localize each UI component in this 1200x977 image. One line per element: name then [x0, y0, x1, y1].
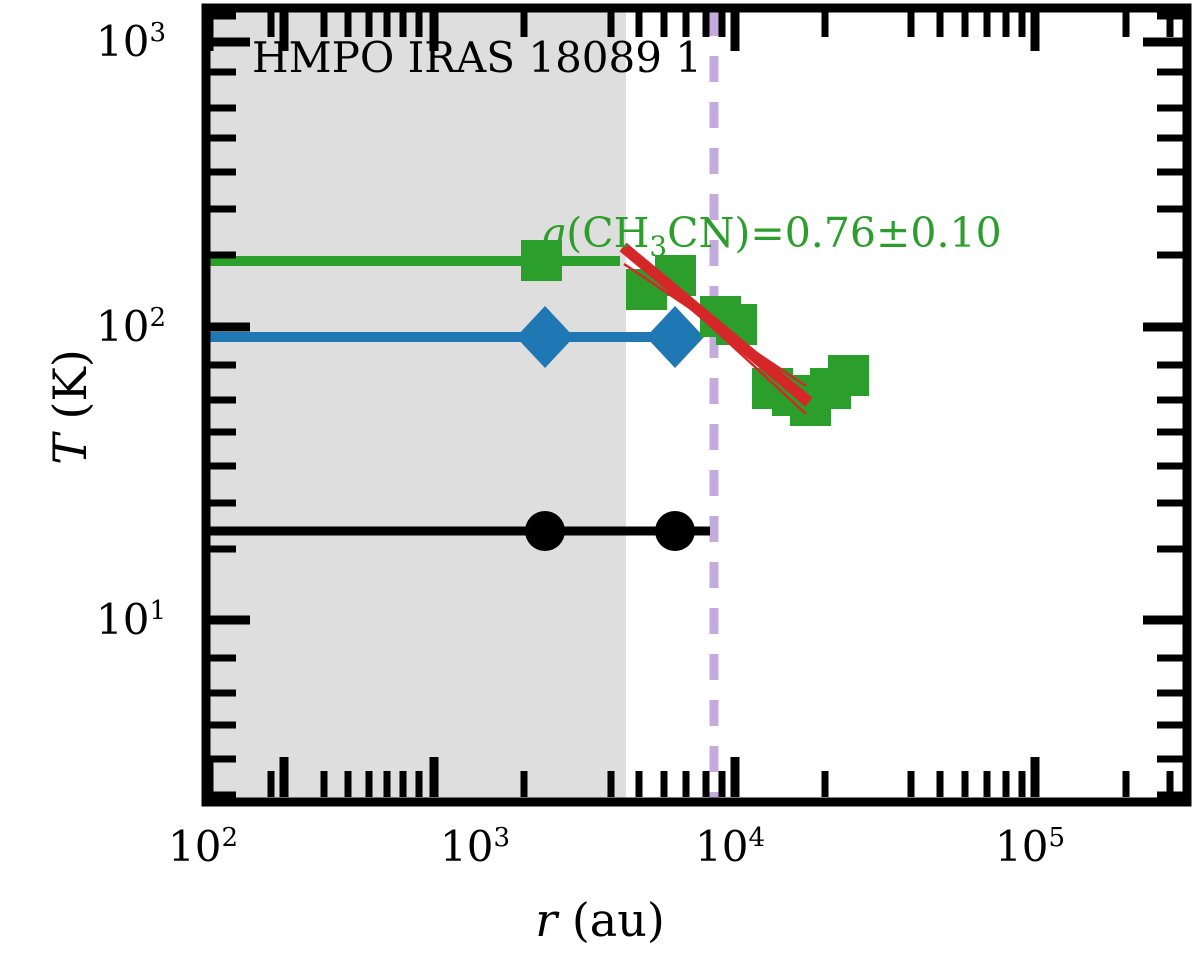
- y-axis-ticks-right: [1143, 12, 1183, 799]
- y-axis-label: T (K): [43, 277, 97, 537]
- green-series-marker: [828, 355, 869, 396]
- x-axis-ticks-top: [204, 11, 1174, 51]
- x-tick-label-1000: 103: [440, 822, 510, 871]
- y-tick-label-10: 101: [96, 595, 166, 644]
- fit-annotation-open: (CH: [566, 209, 650, 257]
- y-axis-ticks: [210, 12, 250, 799]
- y-tick-exponent: 2: [149, 303, 167, 333]
- x-tick-label-100000: 105: [995, 822, 1065, 871]
- x-axis-label: r (au): [0, 893, 1200, 947]
- x-tick-exponent: 2: [221, 823, 239, 853]
- y-axis-label-var: T: [43, 434, 97, 465]
- y-tick-mantissa: 10: [96, 595, 150, 644]
- fit-annotation: q(CH3CN)=0.76±0.10: [540, 209, 1002, 261]
- powerlaw-fit-line: [619, 242, 813, 407]
- y-tick-label-100: 102: [96, 302, 166, 351]
- x-tick-mantissa: 10: [995, 822, 1049, 871]
- y-tick-label-1000: 103: [96, 17, 166, 66]
- plot-title: HMPO IRAS 18089 1: [252, 33, 703, 82]
- y-tick-mantissa: 10: [96, 17, 150, 66]
- x-axis-ticks: [204, 757, 1174, 797]
- blue-series-marker: [646, 306, 704, 368]
- y-tick-exponent: 1: [149, 596, 167, 626]
- fit-annotation-var: q: [540, 209, 567, 257]
- x-tick-exponent: 3: [493, 823, 511, 853]
- green-series-marker: [521, 240, 562, 281]
- y-tick-exponent: 3: [149, 18, 167, 48]
- x-tick-mantissa: 10: [695, 822, 749, 871]
- black-series-marker: [655, 511, 695, 551]
- x-tick-mantissa: 10: [440, 822, 494, 871]
- black-series-marker: [525, 511, 565, 551]
- x-tick-label-100: 102: [168, 822, 238, 871]
- fit-annotation-sub: 3: [649, 230, 668, 264]
- blue-series-marker: [516, 306, 574, 368]
- shaded-region-unresolved: [209, 10, 626, 798]
- y-axis-label-unit: (K): [43, 349, 97, 435]
- x-axis-label-unit: (au): [557, 893, 665, 947]
- x-tick-exponent: 4: [748, 823, 766, 853]
- x-tick-label-10000: 104: [695, 822, 765, 871]
- x-tick-exponent: 5: [1048, 823, 1066, 853]
- x-axis-label-var: r: [535, 893, 558, 947]
- fit-annotation-tail: CN)=0.76±0.10: [667, 209, 1002, 257]
- x-tick-mantissa: 10: [168, 822, 222, 871]
- axes-spines: [201, 3, 1192, 807]
- y-tick-mantissa: 10: [96, 302, 150, 351]
